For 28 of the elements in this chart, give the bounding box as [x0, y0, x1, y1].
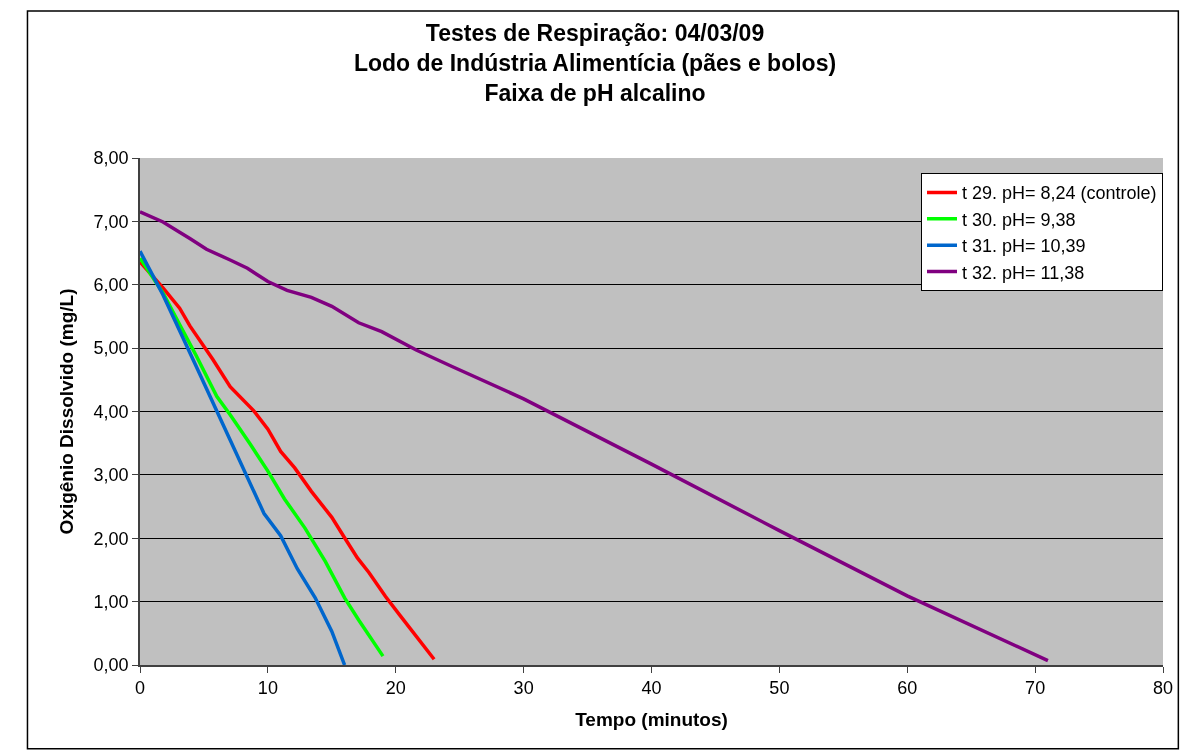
y-tick-label: 3,00	[93, 465, 129, 486]
y-tick-label: 4,00	[93, 401, 129, 422]
x-tick-label: 50	[769, 678, 790, 699]
chart-title: Testes de Respiração: 04/03/09 Lodo de Indústria Alimentícia (pães e bolos) Faixa de pH alcalino	[353, 20, 837, 107]
x-tick-label: 10	[257, 678, 278, 699]
x-tick-label: 70	[1025, 678, 1046, 699]
y-tick-label: 0,00	[93, 655, 129, 676]
x-tick-label: 60	[897, 678, 918, 699]
legend-label: t 30. pH= 9,38	[962, 209, 1076, 230]
legend-label: t 31. pH= 10,39	[962, 236, 1086, 257]
x-tick-label: 40	[641, 678, 662, 699]
legend-label: t 29. pH= 8,24 (controle)	[962, 183, 1157, 204]
x-tick-label: 80	[1152, 678, 1174, 699]
x-tick-label: 20	[385, 678, 406, 699]
x-axis-title: Tempo (minutos)	[575, 708, 728, 730]
y-axis-title: Oxigênio Dissolvido (mg/L)	[55, 288, 77, 535]
y-tick-label: 8,00	[93, 148, 129, 169]
y-tick-label: 5,00	[93, 338, 129, 359]
line-series	[140, 249, 347, 665]
y-tick-label: 1,00	[93, 591, 129, 612]
legend-label: t 32. pH= 11,38	[962, 262, 1085, 283]
line-series	[140, 260, 436, 662]
y-tick-label: 2,00	[93, 528, 129, 549]
x-tick-label: 30	[513, 678, 534, 699]
y-tick-label: 6,00	[93, 275, 129, 296]
x-tick-label: 0	[134, 678, 146, 699]
y-tick-label: 7,00	[93, 211, 129, 232]
line-series	[140, 256, 385, 658]
